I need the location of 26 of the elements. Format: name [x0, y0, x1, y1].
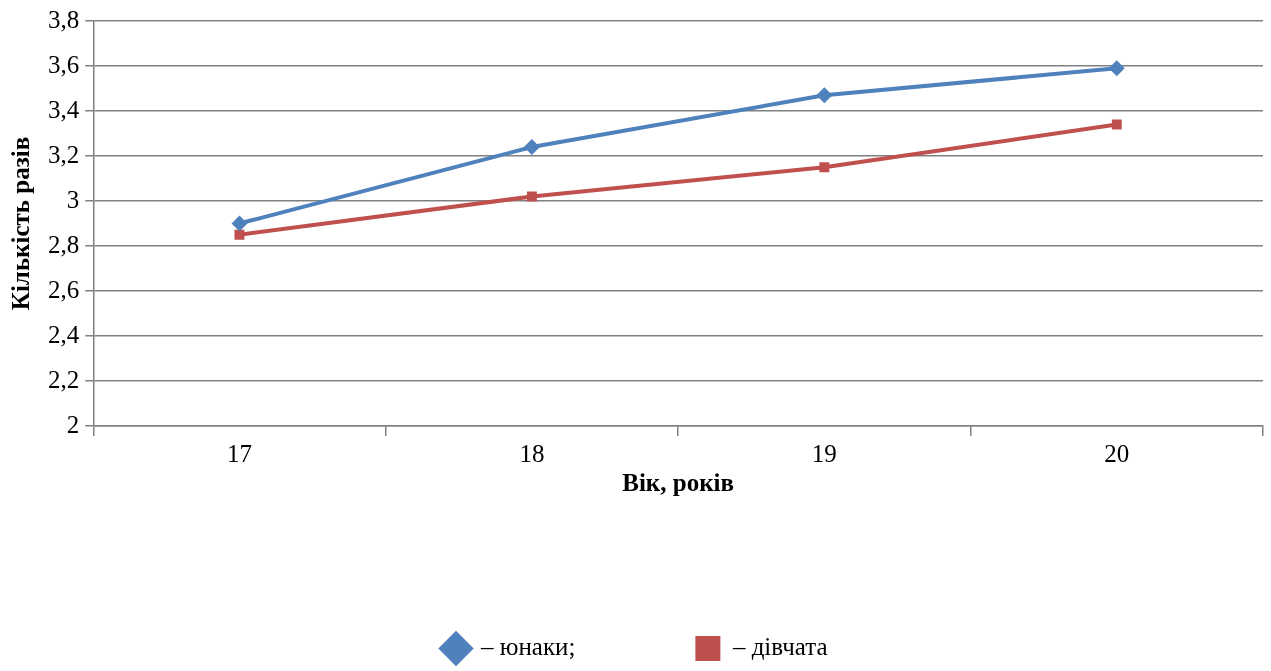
x-tick-label: 19 [811, 439, 837, 467]
y-tick-label: 3,2 [48, 140, 80, 168]
y-tick-label: 3 [66, 185, 80, 213]
point [1108, 60, 1125, 77]
x-tick-label: 20 [1104, 439, 1130, 467]
x-axis-title: Вік, років [622, 469, 735, 497]
y-tick-label: 2,4 [48, 320, 80, 348]
y-tick-label: 2,2 [48, 365, 80, 393]
legend-label: – юнаки; [480, 633, 576, 661]
point [234, 229, 245, 240]
y-axis-title: Кількість разів [7, 136, 35, 311]
y-tick-label: 3,4 [48, 95, 80, 123]
point [526, 191, 537, 202]
y-tick-label: 2 [66, 410, 80, 438]
legend-label: – дівчата [731, 633, 828, 661]
point [231, 215, 248, 232]
y-tick-label: 3,8 [48, 5, 80, 33]
point [523, 139, 540, 155]
point [816, 87, 833, 104]
y-tick-label: 2,8 [48, 230, 80, 258]
point [819, 162, 830, 173]
x-tick-label: 18 [519, 439, 545, 467]
point [1111, 119, 1122, 130]
y-tick-label: 2,6 [48, 275, 80, 303]
x-tick-label: 17 [226, 439, 252, 467]
y-tick-label: 3,6 [48, 50, 80, 78]
